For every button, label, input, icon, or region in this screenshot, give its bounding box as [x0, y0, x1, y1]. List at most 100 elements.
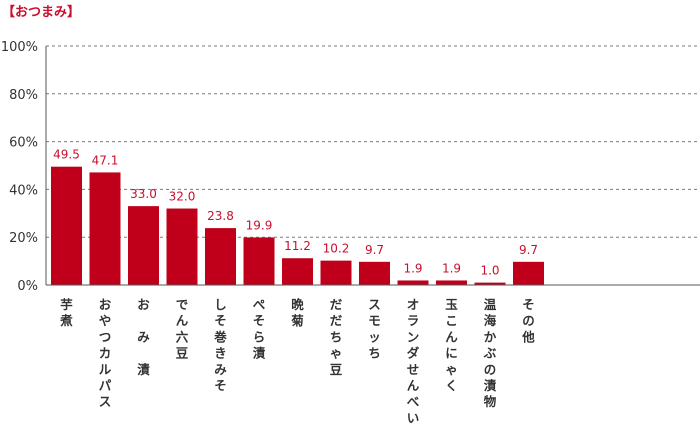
bar-1: [89, 172, 121, 285]
category-char: 六: [176, 329, 189, 344]
bar-3: [166, 208, 198, 285]
category-char: そ: [214, 378, 227, 393]
value-label-8: 9.7: [365, 243, 384, 257]
category-char: 物: [484, 394, 497, 409]
category-char: ダ: [407, 346, 420, 361]
category-char: ン: [407, 329, 420, 344]
category-char: の: [522, 313, 535, 328]
value-label-2: 33.0: [130, 187, 157, 201]
bars: [51, 166, 544, 285]
category-char: ら: [253, 329, 266, 344]
chart-title: 【おつまみ】: [2, 4, 80, 20]
category-char: パ: [99, 378, 112, 393]
category-char: い: [407, 410, 420, 425]
category-char: ス: [99, 394, 112, 409]
category-char: つ: [99, 329, 112, 344]
category-char: 漬: [484, 378, 497, 393]
value-label-4: 23.8: [207, 209, 234, 223]
bar-5: [243, 237, 275, 285]
category-char: み: [214, 362, 227, 377]
category-char: ッ: [368, 329, 381, 344]
category-char: お: [137, 297, 150, 312]
bar-9: [397, 280, 429, 285]
category-char: そ: [214, 313, 227, 328]
value-label-9: 1.9: [403, 261, 422, 275]
category-char: ル: [99, 362, 112, 377]
category-char: 煮: [59, 313, 73, 328]
category-char: 晩: [291, 297, 304, 312]
bar-10: [436, 280, 467, 285]
value-labels: 49.5 47.1 33.0 32.0 23.8 19.9 11.2 10.2 9.7 1.9 1.…: [53, 148, 538, 278]
y-tick-label-20: 20%: [9, 231, 38, 246]
value-label-12: 9.7: [519, 243, 538, 257]
category-char: お: [99, 297, 112, 312]
category-char: で: [176, 297, 189, 312]
category-char: だ: [330, 297, 343, 312]
y-tick-label-0: 0%: [17, 279, 38, 294]
value-label-10: 1.9: [442, 261, 461, 275]
category-char: の: [484, 362, 497, 377]
bar-8: [359, 261, 390, 285]
category-char: や: [99, 313, 112, 328]
category-char: べ: [407, 394, 420, 409]
category-char: 豆: [330, 362, 343, 377]
category-char: ぺ: [253, 297, 266, 312]
category-char: モ: [368, 313, 381, 328]
value-label-3: 32.0: [169, 190, 196, 204]
bar-12: [513, 261, 544, 285]
category-char: 豆: [176, 346, 189, 361]
bar-2: [128, 206, 159, 285]
category-char: き: [214, 346, 227, 361]
bar-4: [205, 228, 236, 285]
category-char: カ: [99, 346, 112, 361]
value-label-5: 19.9: [246, 218, 273, 232]
value-label-6: 11.2: [284, 239, 311, 253]
value-label-11: 1.0: [480, 264, 499, 278]
category-char: オ: [407, 297, 420, 312]
category-char: ゃ: [330, 346, 343, 361]
category-char: 海: [484, 313, 497, 328]
category-char: せ: [407, 362, 420, 377]
category-char: み: [137, 329, 150, 344]
category-char: そ: [522, 297, 535, 312]
category-char: 他: [521, 329, 535, 344]
category-char: に: [445, 346, 458, 361]
y-tick-label-60: 60%: [9, 136, 38, 151]
category-char: 巻: [213, 329, 227, 344]
y-tick-label-40: 40%: [9, 183, 38, 198]
category-char: ス: [368, 297, 381, 312]
category-label-0: 芋煮: [59, 297, 73, 328]
category-char: そ: [253, 313, 266, 328]
category-char: ぶ: [483, 346, 497, 361]
category-char: 漬: [253, 346, 266, 361]
category-char: ん: [176, 313, 189, 328]
value-label-7: 10.2: [323, 242, 350, 256]
category-labels: 芋煮おやつカルパスおみ漬でん六豆しそ巻きみそぺそら漬晩菊だだちゃ豆スモッちオラン…: [59, 297, 535, 425]
category-char: し: [214, 297, 227, 312]
category-char: だ: [330, 313, 343, 328]
category-char: 漬: [137, 362, 150, 377]
y-tick-label-80: 80%: [9, 88, 38, 103]
category-char: ち: [330, 329, 343, 344]
bar-0: [51, 166, 82, 285]
category-label-12: その他: [521, 297, 535, 344]
y-tick-label-100: 100%: [1, 40, 38, 55]
bar-11: [474, 282, 506, 285]
category-char: ん: [407, 378, 420, 393]
bar-6: [282, 258, 313, 285]
bar-7: [320, 260, 352, 285]
category-char: 芋: [60, 297, 73, 312]
category-char: こ: [445, 313, 458, 328]
category-label-6: 晩菊: [290, 297, 304, 328]
value-label-0: 49.5: [53, 148, 80, 162]
